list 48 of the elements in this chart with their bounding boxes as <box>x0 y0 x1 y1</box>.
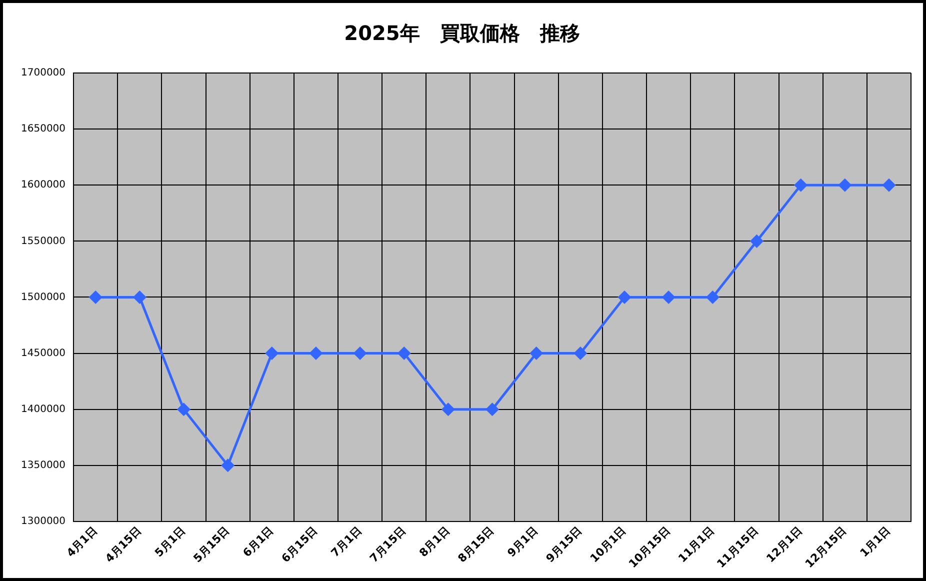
x-tick-label: 6月1日 <box>240 524 276 560</box>
point <box>222 459 234 472</box>
point <box>133 290 146 304</box>
x-tick-label: 1月1日 <box>858 524 894 560</box>
x-tick-label: 7月1日 <box>328 524 364 560</box>
y-tick-label: 1650000 <box>20 124 66 135</box>
x-tick-label: 5月1日 <box>152 524 188 560</box>
point <box>398 347 410 360</box>
x-tick-label: 8月1日 <box>416 524 452 560</box>
point <box>618 290 631 304</box>
x-tick-label: 7月15日 <box>367 524 408 566</box>
x-tick-label: 11月15日 <box>714 524 761 570</box>
y-tick-label: 1300000 <box>20 516 66 528</box>
y-tick-label: 1400000 <box>20 404 66 415</box>
point <box>530 347 543 360</box>
point <box>882 178 896 192</box>
x-tick-label: 10月1日 <box>588 524 629 566</box>
y-tick-label: 1700000 <box>20 68 66 79</box>
point <box>838 178 852 192</box>
x-tick-label: 8月15日 <box>455 524 496 566</box>
point <box>750 234 763 248</box>
y-tick-label: 1550000 <box>20 236 66 247</box>
chart-title: 2025年 買取価格 推移 <box>344 21 580 46</box>
point <box>662 290 675 304</box>
x-tick-label: 9月1日 <box>504 524 540 560</box>
point <box>89 290 102 304</box>
point <box>574 347 587 360</box>
point <box>486 403 499 416</box>
point <box>266 347 278 360</box>
x-tick-label: 12月15日 <box>802 524 850 570</box>
point <box>706 290 719 304</box>
x-tick-label: 4月1日 <box>64 524 100 560</box>
x-tick-label: 12月1日 <box>764 524 805 566</box>
y-tick-label: 1600000 <box>20 180 66 191</box>
y-tick-label: 1350000 <box>20 460 66 471</box>
x-tick-label: 5月15日 <box>190 524 232 566</box>
point <box>354 347 366 360</box>
x-tick-label: 6月15日 <box>279 524 320 566</box>
y-tick-label: 1450000 <box>20 348 66 359</box>
point <box>310 347 322 360</box>
x-tick-label: 11月1日 <box>676 524 717 566</box>
point <box>794 178 808 192</box>
x-tick-label: 4月15日 <box>102 524 144 566</box>
x-tick-label: 9月15日 <box>544 524 585 566</box>
point <box>177 403 190 416</box>
y-tick-label: 1500000 <box>20 292 66 303</box>
x-tick-label: 10月15日 <box>626 524 673 570</box>
point <box>442 403 454 416</box>
